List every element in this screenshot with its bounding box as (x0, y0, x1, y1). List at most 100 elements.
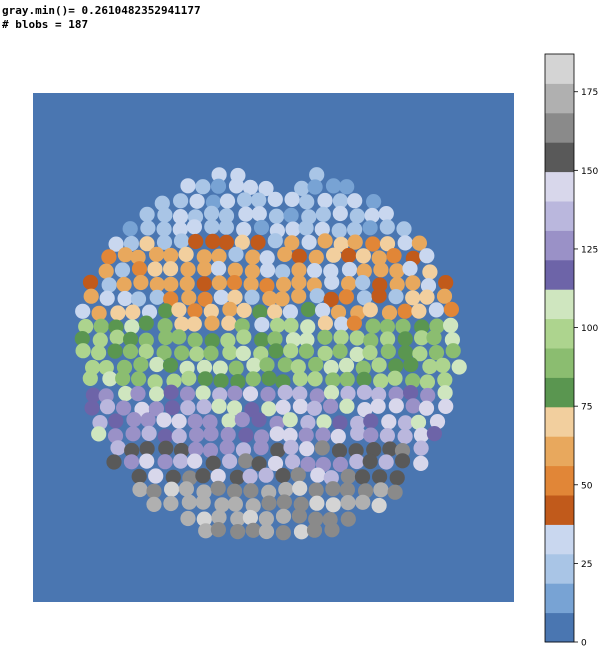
blob (418, 400, 435, 416)
blob (405, 290, 421, 306)
blob (163, 247, 179, 264)
blob (357, 402, 373, 418)
blob (316, 414, 332, 430)
blob (196, 276, 212, 292)
blob (277, 384, 293, 400)
blob (243, 483, 259, 499)
blob (373, 373, 389, 389)
blob (275, 508, 292, 524)
blob (140, 220, 156, 236)
blob (274, 291, 290, 307)
blob (278, 481, 294, 498)
blob (220, 332, 236, 349)
blob (251, 412, 267, 428)
colorbar-segment (545, 406, 574, 437)
blob (323, 385, 340, 401)
blob (331, 443, 348, 459)
blob (317, 192, 333, 209)
blob (226, 400, 243, 416)
blob (130, 249, 146, 265)
blob (107, 343, 123, 359)
blob (389, 263, 405, 279)
blob (211, 167, 227, 183)
blob (348, 443, 364, 459)
colorbar-segment (545, 583, 574, 614)
blob (163, 384, 179, 400)
blob (389, 277, 405, 293)
blob (131, 371, 147, 387)
blob (340, 468, 356, 484)
blob (242, 509, 258, 526)
blob (339, 371, 355, 388)
colorbar-tick-label: 150 (581, 167, 598, 177)
blob (373, 482, 389, 498)
blob (147, 374, 163, 390)
blob (379, 428, 395, 444)
blob (181, 370, 197, 386)
blob (299, 332, 315, 348)
blob (238, 427, 254, 443)
blob (267, 191, 283, 207)
blob (123, 331, 139, 347)
blob (379, 236, 396, 252)
blob (101, 249, 117, 265)
blob (366, 442, 382, 458)
blob (341, 276, 357, 292)
blob (180, 510, 196, 527)
blob (92, 415, 108, 431)
blob (372, 277, 388, 293)
blob (91, 305, 107, 321)
blob (254, 317, 270, 333)
blob (180, 178, 196, 194)
blob (268, 343, 284, 359)
blob (85, 387, 101, 403)
blob (308, 482, 324, 498)
blob (141, 425, 157, 441)
blob (309, 288, 325, 304)
blob (347, 234, 363, 250)
blob (174, 345, 190, 361)
blob (138, 332, 154, 348)
blob (211, 275, 227, 291)
blob (317, 233, 333, 249)
blob (275, 525, 291, 541)
colorbar-frame (544, 53, 575, 643)
blob (187, 453, 203, 469)
blob (139, 453, 155, 469)
blob (362, 453, 378, 470)
blob (253, 219, 270, 236)
colorbar-segment (545, 201, 574, 231)
blob (402, 260, 418, 277)
blob (411, 235, 427, 251)
blob (292, 386, 308, 402)
blob (204, 315, 220, 331)
blob (325, 178, 342, 194)
blob (333, 236, 349, 252)
blob (356, 290, 373, 306)
blob (149, 386, 165, 402)
blob (236, 329, 252, 345)
blob (283, 343, 299, 359)
blob (378, 454, 394, 470)
blob (228, 178, 245, 194)
blob (356, 384, 373, 400)
blob (443, 301, 459, 317)
blob (309, 388, 325, 404)
blob (419, 289, 435, 305)
blob (187, 413, 203, 429)
colorbar-segment (545, 54, 574, 84)
blob (78, 318, 94, 335)
blob (158, 329, 174, 346)
blob (204, 333, 220, 349)
blob (389, 470, 405, 486)
blob (307, 179, 323, 195)
blob (334, 316, 350, 332)
blob (325, 497, 341, 513)
blob (324, 274, 340, 290)
blob (267, 455, 284, 472)
blob (102, 371, 118, 387)
blob (331, 223, 347, 239)
blob (333, 329, 349, 345)
blob (108, 413, 124, 429)
